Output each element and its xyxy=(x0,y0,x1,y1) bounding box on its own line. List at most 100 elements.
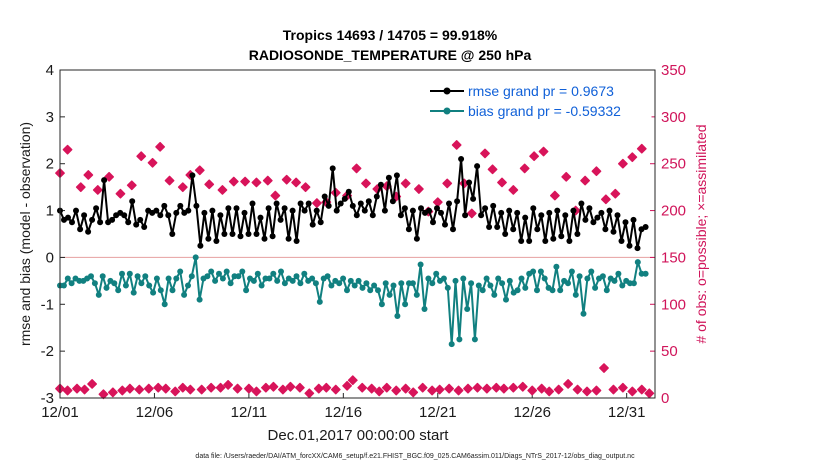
bias-point xyxy=(64,275,71,282)
rmse-point xyxy=(554,207,561,214)
bias-point xyxy=(115,287,122,294)
bias-point xyxy=(394,313,401,319)
bias-point xyxy=(344,287,350,294)
bias-point xyxy=(250,277,257,284)
rmse-point xyxy=(434,205,440,212)
bias-point xyxy=(565,280,571,287)
obs-assimilated-marker xyxy=(617,382,628,393)
rmse-point xyxy=(221,231,228,237)
rmse-point xyxy=(197,242,204,249)
rmse-point xyxy=(369,212,376,219)
bias-point xyxy=(444,284,451,291)
bias-point xyxy=(363,280,370,287)
rmse-point xyxy=(478,212,485,219)
x-tick-label: 12/06 xyxy=(136,404,174,421)
obs-assimilated-marker xyxy=(599,363,609,373)
obs-possible-marker xyxy=(62,144,73,155)
obs-assimilated-marker xyxy=(243,383,254,394)
obs-assimilated-marker xyxy=(251,386,262,397)
obs-possible-marker xyxy=(442,178,453,189)
bias-point xyxy=(223,268,230,275)
bias-point xyxy=(541,275,548,282)
left-tick-label: 3 xyxy=(46,109,54,126)
rmse-point xyxy=(526,238,533,244)
rmse-point xyxy=(321,193,328,200)
rmse-point xyxy=(301,207,308,214)
rmse-point xyxy=(173,209,180,216)
left-tick-label: -1 xyxy=(41,296,54,313)
bias-point xyxy=(378,301,385,308)
obs-possible-marker xyxy=(549,190,560,201)
rmse-point xyxy=(586,205,593,212)
right-axis-label: # of obs: o=possible; ×=assimilated xyxy=(693,124,709,343)
bias-point xyxy=(468,280,475,287)
obs-possible-marker xyxy=(281,174,292,185)
rmse-point xyxy=(313,207,320,214)
series-lines xyxy=(57,156,649,348)
bias-point xyxy=(371,282,378,289)
rmse-point xyxy=(269,233,276,240)
rmse-point xyxy=(261,235,268,242)
bias-point xyxy=(340,275,347,282)
bias-point xyxy=(518,275,525,282)
bias-point xyxy=(580,310,587,317)
rmse-point xyxy=(245,231,252,237)
bias-point xyxy=(642,270,649,277)
bias-point xyxy=(134,273,141,280)
left-tick-label: 2 xyxy=(46,156,54,173)
obs-possible-marker xyxy=(92,185,103,195)
rmse-point xyxy=(293,238,300,244)
obs-possible-marker xyxy=(217,185,228,195)
bias-point xyxy=(440,275,447,282)
bias-point xyxy=(402,301,409,308)
obs-possible-marker xyxy=(177,182,188,193)
obs-assimilated-marker xyxy=(517,381,528,392)
rmse-point xyxy=(498,209,505,216)
rmse-point xyxy=(602,226,609,233)
bias-point xyxy=(522,284,529,291)
bias-point xyxy=(324,273,331,280)
left-tick-label: 0 xyxy=(46,249,54,266)
bias-point xyxy=(185,282,191,289)
obs-assimilated-marker xyxy=(563,379,574,389)
rmse-point xyxy=(325,202,332,209)
rmse-point xyxy=(454,198,461,205)
bias-point xyxy=(336,280,343,287)
bias-point xyxy=(119,270,125,277)
bias-point xyxy=(157,287,164,294)
bias-point xyxy=(204,273,211,280)
obs-possible-marker xyxy=(240,176,251,187)
obs-assimilated-marker xyxy=(381,382,392,393)
bias-point xyxy=(634,259,641,266)
obs-assimilated-marker xyxy=(342,380,353,391)
bias-point xyxy=(483,275,490,282)
obs-possible-marker xyxy=(529,151,540,162)
rmse-point xyxy=(450,226,456,233)
obs-possible-marker xyxy=(519,163,530,174)
rmse-point xyxy=(69,219,75,226)
bias-point xyxy=(448,341,455,348)
obs-assimilated-marker xyxy=(408,387,419,398)
rmse-point xyxy=(265,205,272,212)
right-tick-label: 0 xyxy=(661,390,669,407)
obs-assimilated-marker xyxy=(223,379,234,390)
rmse-point xyxy=(502,231,509,237)
bias-point xyxy=(398,280,405,287)
rmse-point xyxy=(281,205,288,212)
obs-assimilated-marker xyxy=(79,384,90,395)
obs-assimilated-marker xyxy=(117,385,128,396)
rmse-point xyxy=(550,235,557,242)
obs-assimilated-marker xyxy=(463,383,473,394)
obs-assimilated-marker xyxy=(285,381,296,392)
bias-point xyxy=(60,282,67,289)
obs-possible-marker xyxy=(610,188,621,199)
bias-point xyxy=(289,277,296,284)
obs-assimilated-marker xyxy=(591,385,602,396)
bias-point xyxy=(537,268,544,275)
bias-point xyxy=(584,275,591,282)
obs-assimilated-marker xyxy=(444,383,455,394)
bias-point xyxy=(274,277,281,284)
rmse-point xyxy=(474,163,481,170)
rmse-point xyxy=(77,226,84,233)
